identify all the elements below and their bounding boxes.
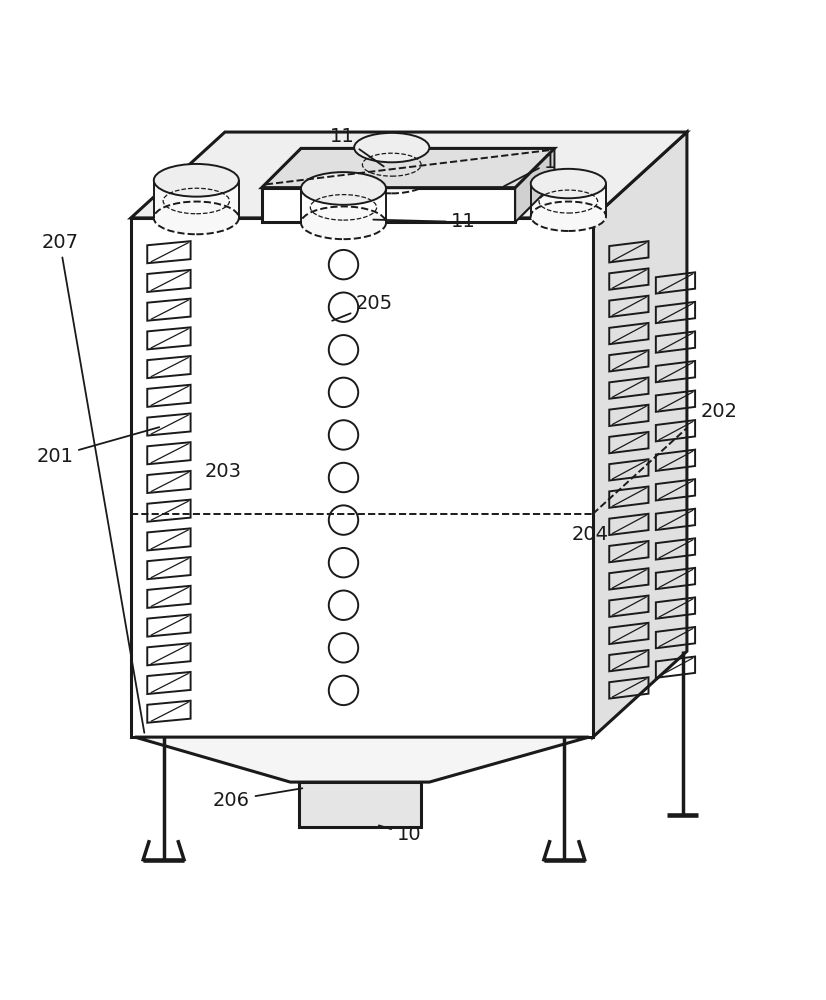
Ellipse shape	[154, 202, 239, 234]
Polygon shape	[298, 782, 421, 827]
Polygon shape	[262, 183, 554, 222]
Text: 11: 11	[373, 212, 476, 231]
Ellipse shape	[354, 164, 430, 193]
Text: 203: 203	[205, 462, 242, 481]
Ellipse shape	[354, 133, 430, 162]
Polygon shape	[531, 184, 606, 216]
Text: 201: 201	[36, 427, 159, 466]
Polygon shape	[262, 148, 554, 188]
Polygon shape	[262, 188, 515, 222]
Ellipse shape	[301, 206, 386, 239]
Text: 204: 204	[572, 525, 609, 544]
Polygon shape	[354, 148, 430, 179]
Polygon shape	[131, 132, 687, 218]
Ellipse shape	[301, 172, 386, 205]
Ellipse shape	[154, 164, 239, 197]
Text: 1: 1	[504, 153, 557, 186]
Text: 10: 10	[379, 825, 421, 844]
Text: 205: 205	[332, 294, 393, 321]
Text: 11: 11	[330, 127, 384, 166]
Polygon shape	[515, 148, 554, 222]
Text: 206: 206	[213, 788, 302, 810]
Polygon shape	[131, 218, 593, 737]
Text: 202: 202	[701, 402, 738, 421]
Polygon shape	[154, 180, 239, 218]
Text: 207: 207	[41, 233, 145, 733]
Polygon shape	[301, 188, 386, 223]
Polygon shape	[135, 737, 589, 782]
Polygon shape	[593, 132, 687, 737]
Ellipse shape	[531, 202, 606, 231]
Ellipse shape	[531, 169, 606, 198]
